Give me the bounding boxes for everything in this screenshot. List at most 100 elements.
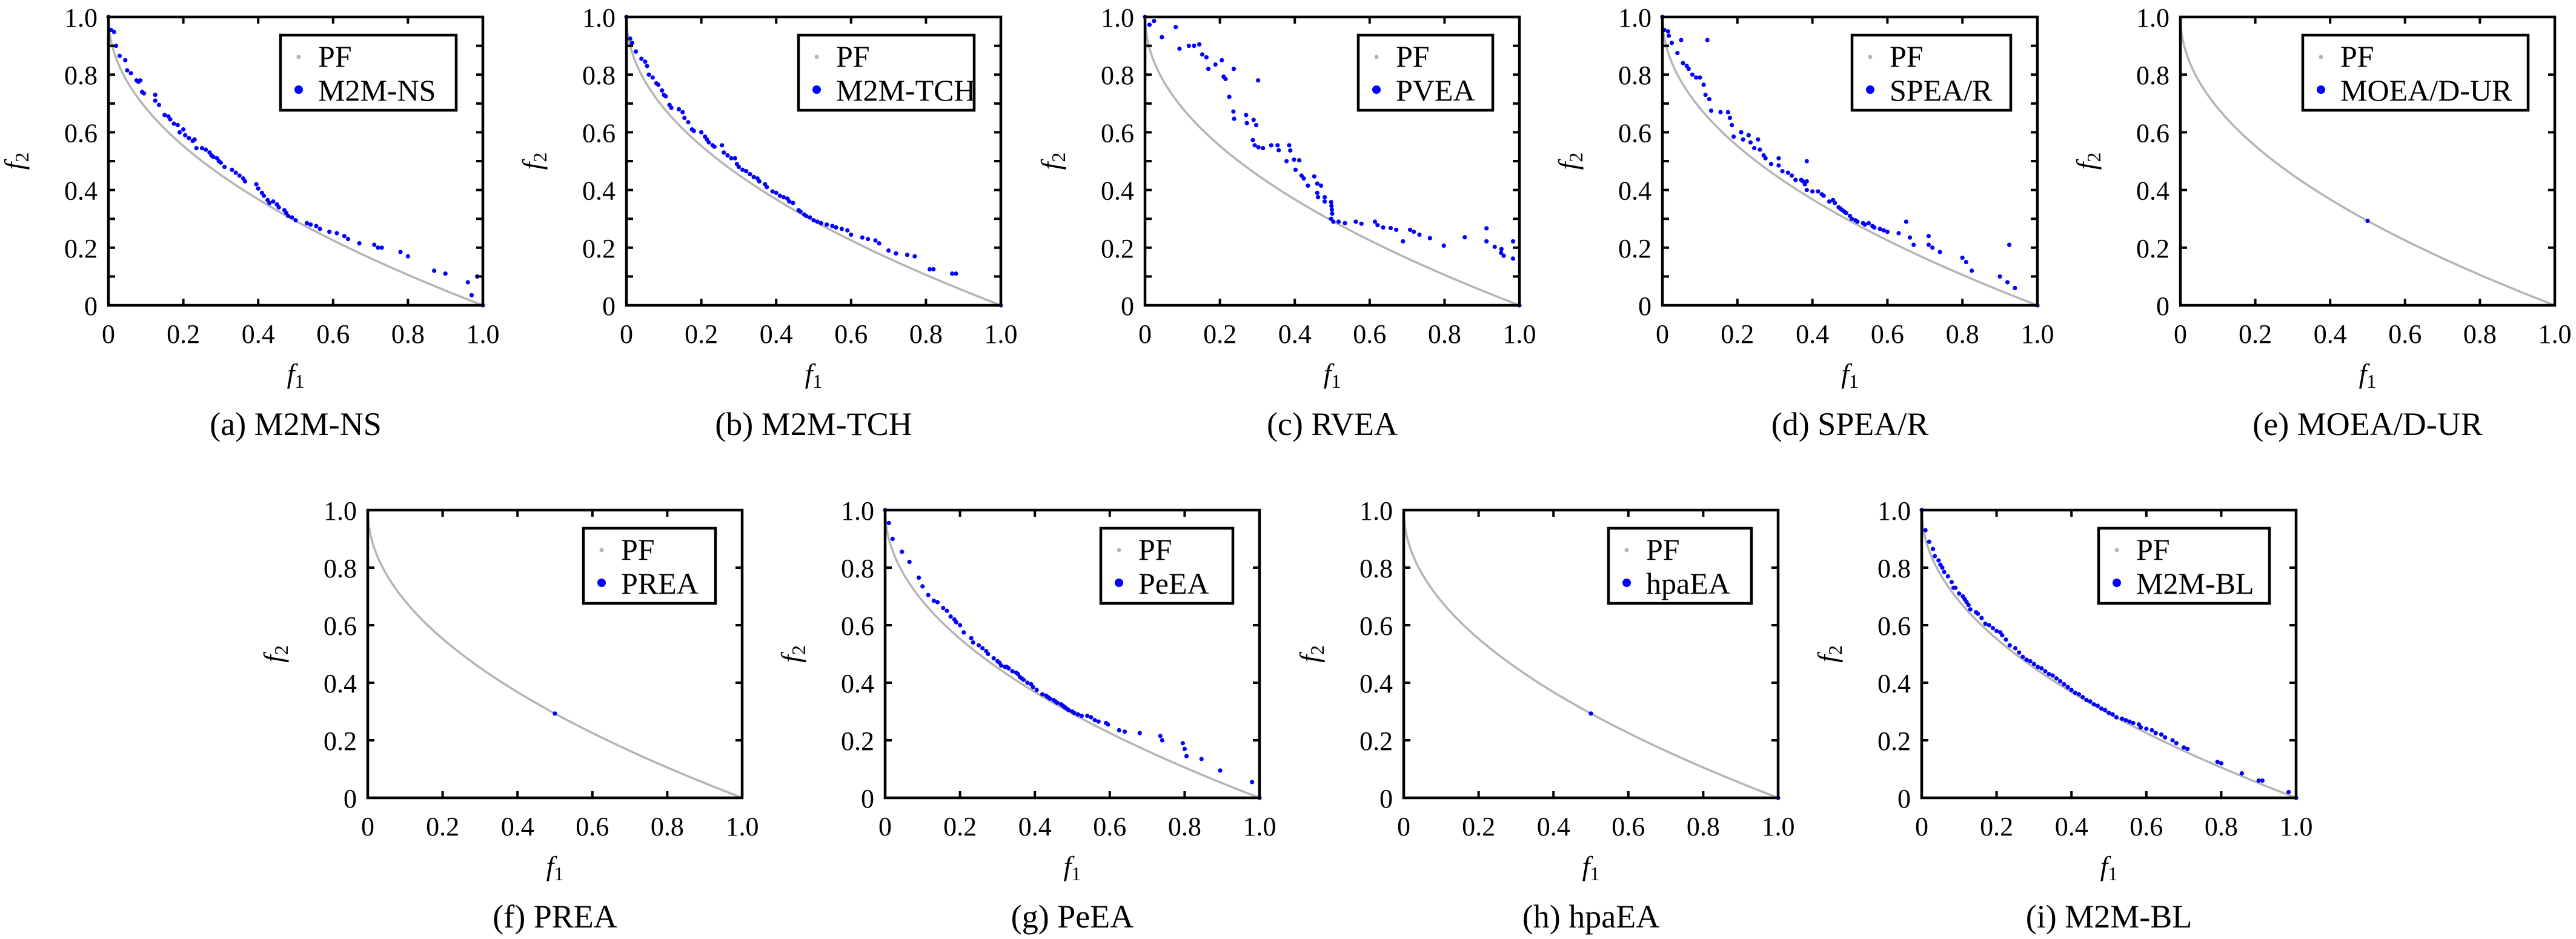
y-axis-title: f2 — [1812, 645, 1846, 663]
x-tick-label: 0.8 — [651, 812, 684, 841]
data-point — [1994, 628, 1999, 634]
data-point — [787, 199, 792, 204]
y-tick-label: 0.2 — [1618, 234, 1651, 264]
data-point — [2039, 666, 2044, 671]
data-point — [1904, 219, 1908, 224]
data-point — [845, 228, 850, 233]
data-point — [808, 215, 812, 220]
data-point — [1180, 741, 1185, 746]
data-point — [1976, 611, 1980, 616]
data-point — [142, 91, 147, 96]
data-point — [405, 254, 411, 259]
data-point — [1588, 711, 1593, 716]
data-point — [1117, 728, 1121, 732]
data-point — [719, 143, 725, 148]
x-tick-label: 0.6 — [1871, 319, 1904, 349]
data-point — [1066, 708, 1071, 712]
panel-caption: (a) M2M-NS — [210, 406, 381, 442]
y-tick-label: 1.0 — [64, 3, 98, 33]
x-tick-label: 0.6 — [2388, 319, 2422, 349]
y-tick-label: 1.0 — [2136, 3, 2169, 33]
data-point — [1252, 143, 1257, 148]
data-point — [327, 230, 332, 234]
data-point — [138, 78, 143, 83]
data-point — [1152, 19, 1157, 24]
data-point — [125, 68, 130, 73]
data-point — [1388, 225, 1393, 231]
data-point — [1251, 118, 1256, 122]
x-tick-label: 0.2 — [426, 812, 459, 841]
data-point — [950, 271, 955, 276]
data-point — [1793, 178, 1798, 182]
data-point — [866, 236, 871, 242]
data-point — [629, 41, 634, 45]
x-tick-label: 0.4 — [1278, 319, 1312, 349]
data-point — [334, 231, 339, 236]
data-point — [2028, 659, 2033, 663]
y-tick-label: 0.8 — [1877, 554, 1911, 583]
data-point — [1785, 170, 1790, 175]
legend-box — [1850, 33, 2013, 112]
data-point — [218, 160, 223, 165]
axes-frame — [366, 508, 744, 800]
data-point — [1768, 162, 1774, 167]
data-point — [230, 167, 234, 172]
x-axis-title: f1 — [1582, 851, 1600, 884]
data-point — [877, 241, 881, 246]
data-point — [1930, 245, 1935, 250]
data-point — [1953, 585, 1958, 590]
data-point — [2170, 738, 2175, 743]
data-point — [1816, 189, 1821, 194]
x-tick-label: 0.4 — [1537, 812, 1570, 841]
data-point — [917, 576, 921, 580]
x-tick-label: 0.6 — [1612, 812, 1645, 841]
x-tick-label: 0.4 — [760, 319, 793, 349]
legend-marker-series — [597, 579, 606, 587]
data-point — [1763, 156, 1768, 161]
data-point — [177, 130, 182, 134]
data-point — [1679, 38, 1684, 42]
data-point — [242, 179, 248, 184]
x-tick-label: 0 — [1656, 319, 1669, 349]
data-point — [2073, 691, 2077, 695]
data-point — [2000, 633, 2005, 638]
data-point — [770, 189, 775, 194]
y-tick-label: 0.2 — [64, 234, 98, 264]
y-tick-label: 0.8 — [1101, 61, 1134, 90]
data-point — [1336, 219, 1341, 224]
y-tick-label: 0.4 — [2136, 176, 2169, 206]
data-point — [1705, 38, 1710, 42]
x-tick-label: 1.0 — [1503, 319, 1536, 349]
x-tick-label: 0.6 — [834, 319, 868, 349]
x-tick-label: 0.6 — [316, 319, 350, 349]
data-point — [308, 222, 313, 227]
data-point — [1877, 227, 1882, 231]
data-point — [1137, 731, 1142, 735]
data-point — [1979, 615, 1984, 620]
data-point — [2024, 657, 2029, 662]
x-tick-label: 0.6 — [2130, 812, 2163, 841]
data-point — [1096, 719, 1101, 724]
data-point — [156, 102, 162, 107]
data-point — [1417, 232, 1422, 237]
legend-label-pf: PF — [621, 533, 655, 566]
legend-label-series: PeEA — [1138, 566, 1209, 600]
data-point — [650, 75, 655, 80]
data-point — [1427, 236, 1432, 241]
data-point — [699, 130, 704, 134]
y-tick-label: 1.0 — [841, 496, 874, 526]
data-point — [1306, 183, 1310, 188]
data-point — [961, 630, 966, 635]
data-point — [894, 251, 898, 256]
legend-marker-pf — [599, 548, 604, 552]
data-point — [1213, 62, 1218, 67]
data-point — [171, 121, 176, 126]
data-point — [944, 608, 949, 613]
data-point — [1804, 188, 1809, 193]
x-tick-label: 0.8 — [1428, 319, 1461, 349]
data-point — [194, 145, 199, 151]
legend-label-pf: PF — [1396, 39, 1430, 73]
data-point — [111, 30, 116, 35]
